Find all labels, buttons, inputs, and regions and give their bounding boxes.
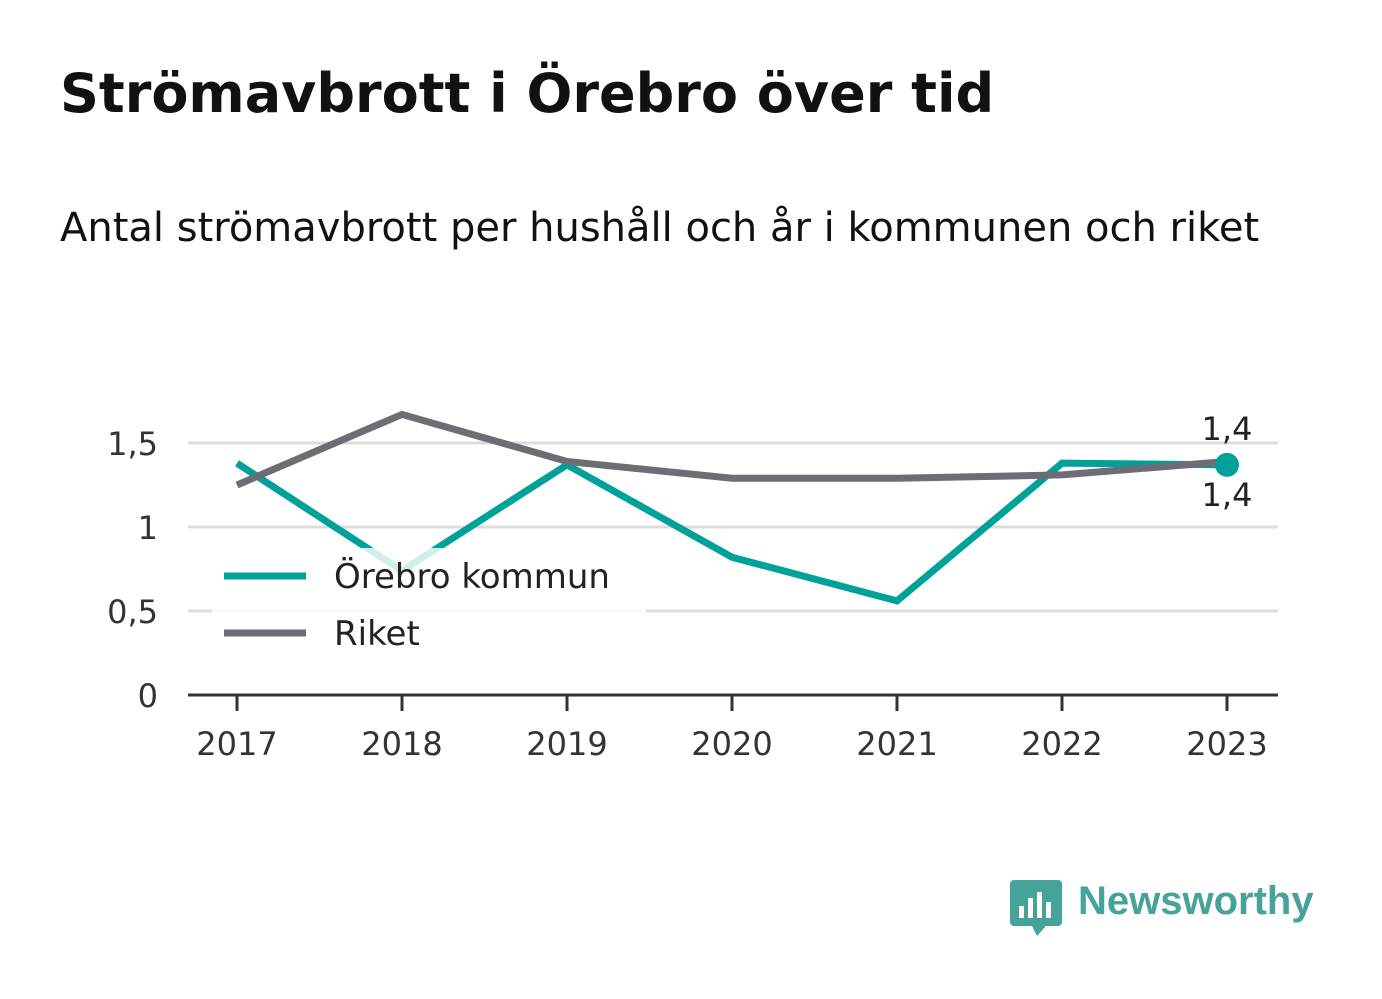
- series-line-riket: [235, 410, 1228, 489]
- legend-label: Riket: [334, 614, 420, 654]
- x-tick-label: 2019: [526, 725, 607, 763]
- y-tick-label: 0,5: [107, 593, 158, 631]
- x-tick-label: 2023: [1186, 725, 1267, 763]
- x-tick-label: 2022: [1021, 725, 1102, 763]
- y-tick-label: 1: [138, 509, 158, 547]
- y-tick-label: 0: [138, 677, 158, 715]
- end-label-riket: 1,4: [1202, 410, 1253, 448]
- chart-title: Strömavbrott i Örebro över tid: [60, 62, 995, 125]
- legend-label: Örebro kommun: [334, 556, 610, 597]
- end-label-orebro-kommun: 1,4: [1202, 476, 1253, 514]
- axes: 0 0,5 1 1,5 2017 2018 2019 2020 2021 2022 2023: [107, 425, 1278, 763]
- newsworthy-logo-icon: [1010, 880, 1062, 936]
- brand-logo: Newsworthy: [1010, 878, 1314, 942]
- x-tick-label: 2017: [196, 725, 277, 763]
- legend: Örebro kommun Riket: [212, 548, 646, 666]
- x-tick-label: 2020: [691, 725, 772, 763]
- x-tick-label: 2018: [361, 725, 442, 763]
- brand-name: Newsworthy: [1078, 879, 1314, 923]
- series-end-marker-orebro-kommun: [1215, 452, 1239, 477]
- data-labels: 1,4 1,4: [1202, 410, 1253, 514]
- x-tick-label: 2021: [856, 725, 937, 763]
- y-tick-label: 1,5: [107, 425, 158, 463]
- legend-background: [212, 548, 646, 666]
- chart-subtitle: Antal strömavbrott per hushåll och år i …: [60, 205, 1260, 251]
